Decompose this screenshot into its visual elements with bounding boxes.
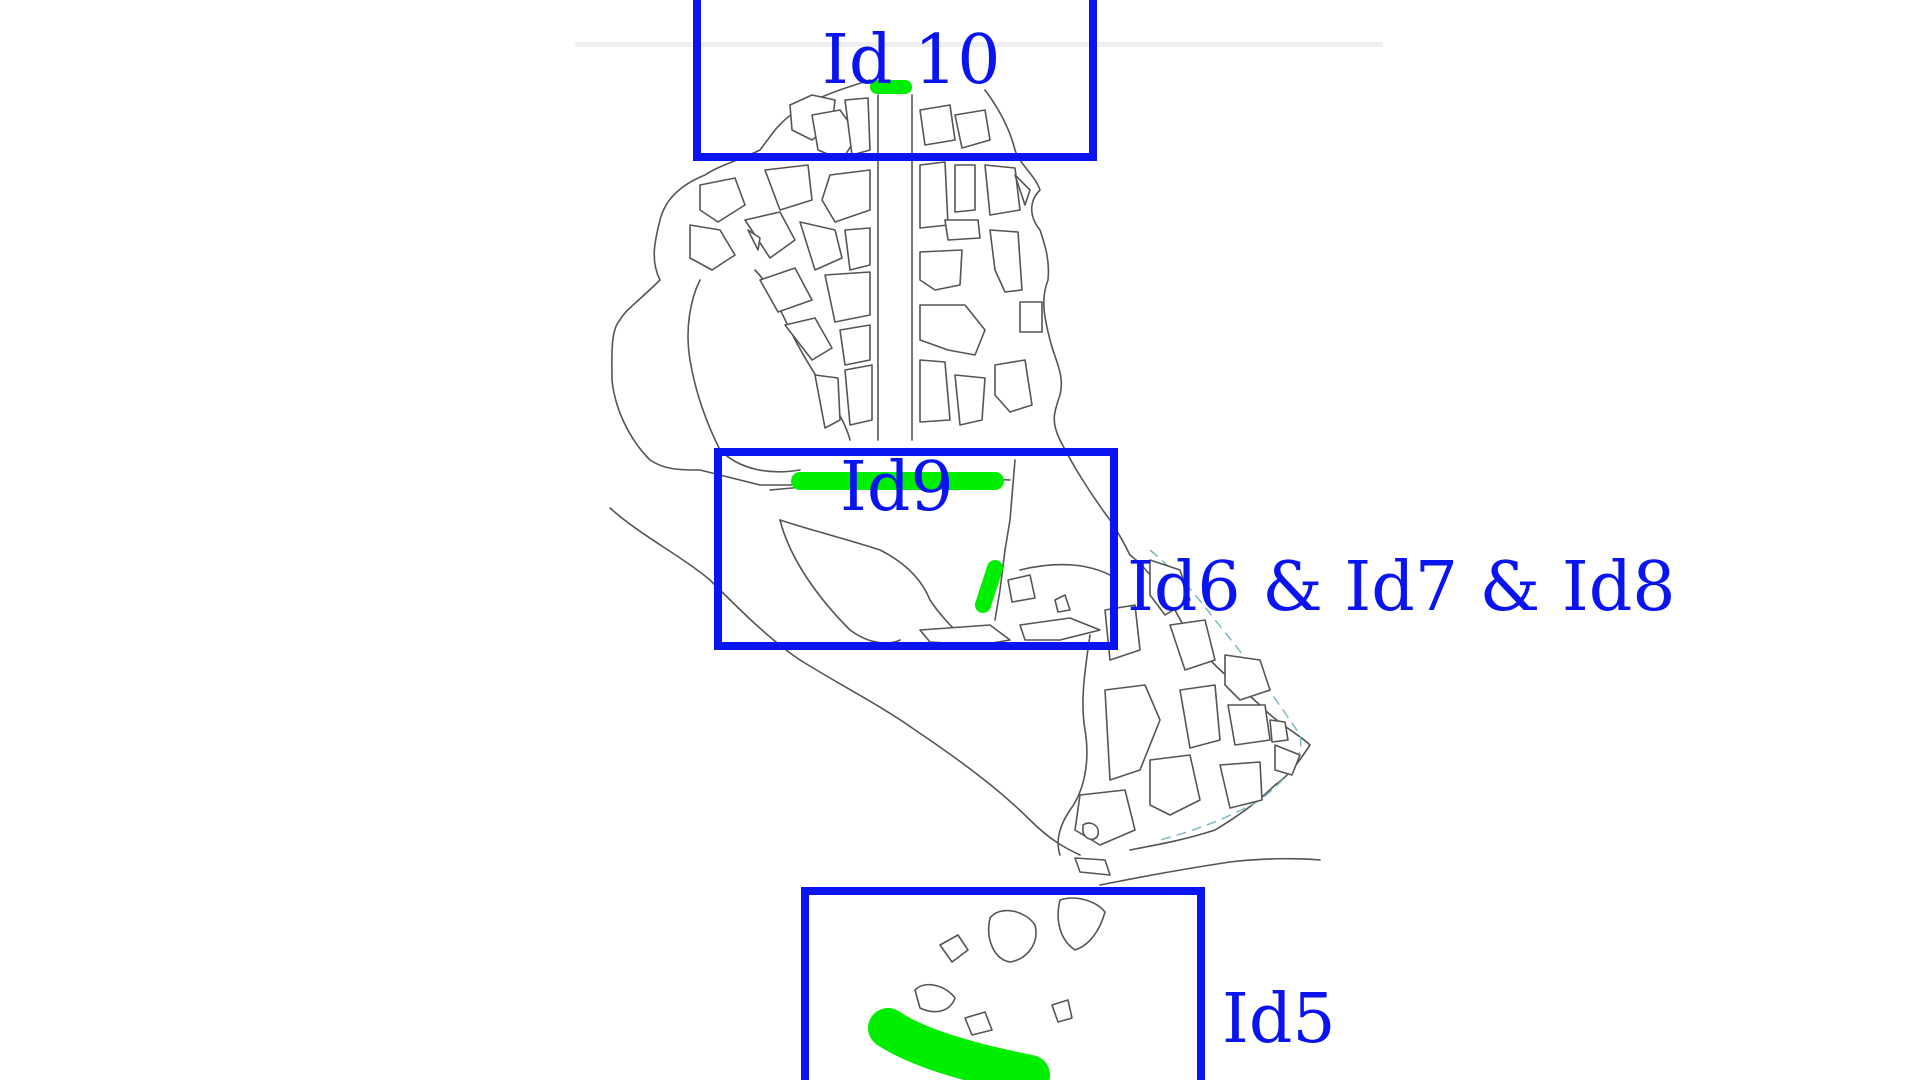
block	[989, 229, 1023, 293]
block	[1054, 594, 1071, 613]
block	[1014, 174, 1031, 206]
block	[799, 221, 843, 271]
box-id9	[714, 448, 1118, 650]
block	[784, 317, 833, 361]
block	[1179, 684, 1221, 749]
block	[1019, 301, 1043, 333]
north-east-coast	[984, 89, 1063, 441]
block	[984, 164, 1021, 216]
island	[914, 983, 956, 1013]
south-coastline	[1099, 857, 1321, 886]
block	[1269, 719, 1289, 743]
mid-road	[994, 459, 1016, 621]
block	[1224, 654, 1271, 701]
block	[954, 374, 986, 426]
block	[814, 374, 841, 429]
west-long-coast	[609, 507, 1081, 856]
mid-east-coast	[1059, 439, 1131, 556]
highlights	[791, 80, 1050, 1080]
annotation-labels: Id 10 Id9 Id6 & Id7 & Id8 Id5	[822, 21, 1675, 1059]
inner-bay	[687, 279, 801, 473]
mid-road-2	[1019, 563, 1111, 576]
block	[824, 271, 871, 323]
block	[954, 164, 976, 213]
block	[1274, 744, 1301, 776]
block	[689, 224, 736, 271]
block	[919, 104, 956, 146]
southeast-peninsula	[1057, 549, 1321, 886]
peninsula-coast	[1129, 554, 1311, 851]
peninsula-road	[1057, 634, 1091, 856]
block	[1082, 822, 1100, 841]
block	[919, 359, 951, 423]
block	[919, 304, 986, 356]
block	[1074, 857, 1111, 876]
block	[844, 227, 871, 271]
block	[744, 211, 796, 259]
label-id9: Id9	[840, 448, 954, 527]
block	[1149, 559, 1191, 616]
block	[844, 97, 871, 156]
highlight-id678	[975, 560, 1003, 613]
peninsula-dashed-coast	[1149, 549, 1302, 841]
block	[1169, 619, 1216, 671]
block	[1074, 789, 1136, 846]
box-id10	[693, 0, 1097, 161]
island	[988, 909, 1037, 963]
block	[1019, 617, 1101, 641]
highlight-id5	[868, 1008, 1050, 1080]
block	[759, 267, 813, 313]
north-district	[611, 79, 1063, 486]
block	[994, 359, 1033, 413]
label-id678: Id6 & Id7 & Id8	[1127, 548, 1675, 627]
block	[944, 219, 981, 241]
southern-islands	[914, 897, 1106, 1036]
block	[821, 169, 871, 223]
block	[764, 164, 813, 211]
block	[1149, 754, 1201, 816]
label-id10: Id 10	[822, 21, 1001, 100]
mid-coast	[779, 519, 961, 636]
island	[939, 934, 969, 963]
island	[1051, 999, 1073, 1023]
block	[811, 109, 859, 161]
block	[919, 161, 949, 229]
top-divider	[575, 42, 1383, 47]
annotation-boxes	[693, 0, 1205, 1080]
block	[839, 324, 871, 366]
block	[699, 177, 746, 223]
block	[844, 364, 873, 426]
block	[1007, 574, 1036, 603]
block	[954, 109, 991, 149]
label-id5: Id5	[1222, 980, 1336, 1059]
block	[1104, 684, 1161, 781]
box-id5	[801, 887, 1205, 1080]
block	[1219, 761, 1263, 809]
block	[747, 229, 761, 251]
island	[1057, 897, 1106, 951]
block	[919, 249, 963, 291]
island	[964, 1011, 993, 1036]
block	[1227, 704, 1271, 746]
